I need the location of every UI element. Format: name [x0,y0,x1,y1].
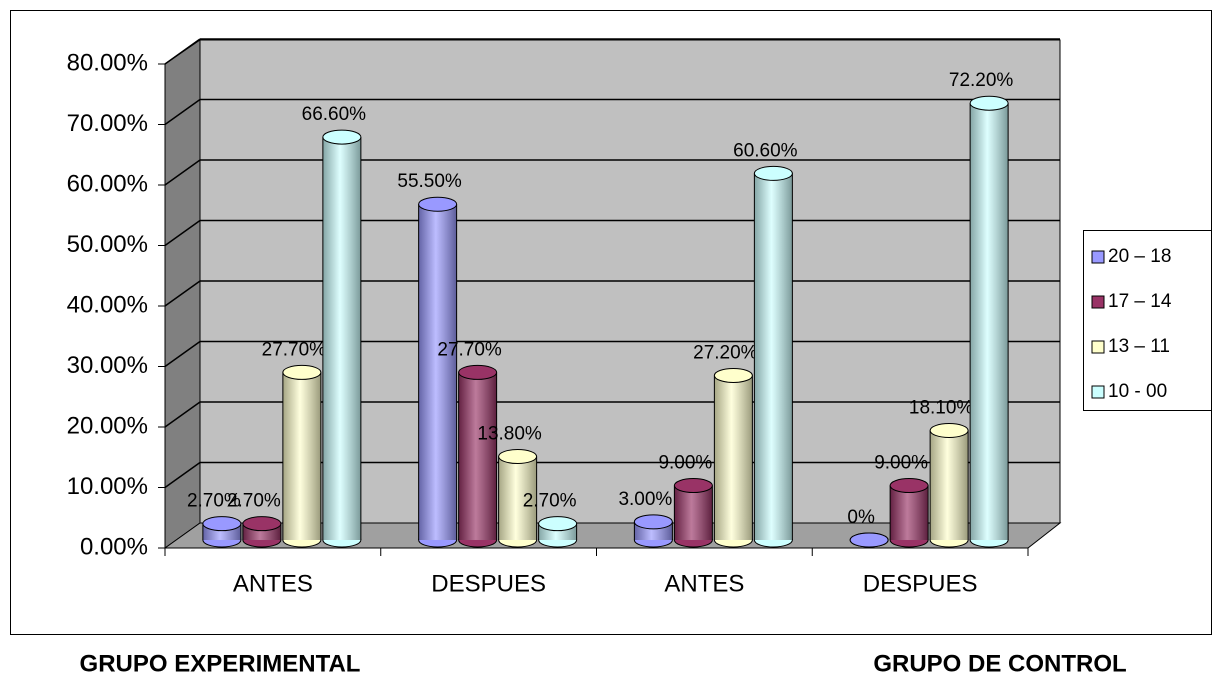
bar-shade [674,485,713,540]
bar [458,364,498,548]
legend-label: 20 – 18 [1108,246,1171,267]
bar [929,422,969,548]
bar-top [242,516,282,532]
bar [849,532,889,548]
bar-top [673,478,713,494]
bar-shade [282,372,321,540]
value-label: 27.70% [262,339,327,360]
bar-top [849,532,889,548]
value-label: 27.70% [437,339,502,360]
y-tick-label: 0.00% [80,533,148,560]
group-label: GRUPO DE CONTROL [873,650,1126,677]
grid-line [164,401,201,428]
value-label: 3.00% [618,489,672,510]
value-label: 0% [847,507,875,528]
y-tick-label: 40.00% [67,291,148,318]
bar [418,196,458,548]
bar [633,514,673,548]
bar-top [458,364,498,380]
floor [163,522,1062,549]
bar-top [282,364,322,380]
legend-box [1083,230,1212,411]
bar-top [753,165,793,181]
y-tick-label: 20.00% [67,412,148,439]
bar-top [498,449,538,465]
bar-top [322,129,362,145]
bar-shade [754,173,793,540]
legend-swatch [1091,340,1105,354]
value-label: 2.70% [227,491,281,512]
bar [673,478,713,548]
grid-line [164,98,201,126]
value-label: 2.70% [187,491,241,512]
value-label: 66.60% [302,104,367,125]
value-label: 27.20% [693,342,758,363]
grid-line [164,219,201,247]
bar [538,516,578,548]
grid-line [164,280,201,307]
bar-top [713,367,753,383]
x-tick-label: DESPUES [431,570,546,597]
bar [969,95,1009,548]
x-tick-label: ANTES [233,570,313,597]
bar [753,165,793,548]
legend-label: 17 – 14 [1108,291,1172,312]
grid-line [164,38,201,65]
bar-top [202,516,242,532]
bar [282,364,322,548]
bar-top [889,478,929,494]
y-tick-label: 70.00% [67,110,148,137]
value-label: 9.00% [874,453,928,474]
bar-top [418,196,458,212]
grid-line [164,340,201,368]
x-tick-label: DESPUES [863,570,978,597]
bar [242,516,282,548]
y-tick-label: 60.00% [67,170,148,197]
y-tick-label: 10.00% [67,473,148,500]
value-label: 55.50% [397,171,462,192]
bar-top [538,516,578,532]
value-label: 60.60% [733,140,798,161]
bar-top [929,422,969,438]
bar [498,449,538,548]
value-label: 72.20% [949,70,1014,91]
y-tick-label: 50.00% [67,231,148,258]
y-tick-label: 80.00% [67,49,148,76]
bar [713,367,753,548]
legend-label: 13 – 11 [1108,336,1170,357]
value-label: 2.70% [523,491,577,512]
value-label: 18.10% [909,398,974,419]
grid-line [164,159,201,186]
legend-swatch [1091,250,1105,264]
bar-shade [970,103,1009,540]
bar-top [633,514,673,530]
legend-swatch [1091,385,1105,399]
bar-shade [890,485,929,540]
bar-shade [930,430,969,540]
bar-shade [322,137,361,540]
grid-line [164,461,201,489]
bar [889,478,929,548]
bar-shade [714,375,753,540]
value-label: 13.80% [477,424,542,445]
bar-shade [458,372,497,540]
bar [202,516,242,548]
bar-shade [498,456,537,540]
bar-top [969,95,1009,111]
value-label: 9.00% [658,453,712,474]
y-tick-label: 30.00% [67,352,148,379]
group-label: GRUPO EXPERIMENTAL [80,650,361,677]
legend-swatch [1091,295,1105,309]
bar [322,129,362,548]
legend-label: 10 - 00 [1108,381,1167,402]
x-tick-label: ANTES [664,570,744,597]
bar-shade [418,204,457,540]
